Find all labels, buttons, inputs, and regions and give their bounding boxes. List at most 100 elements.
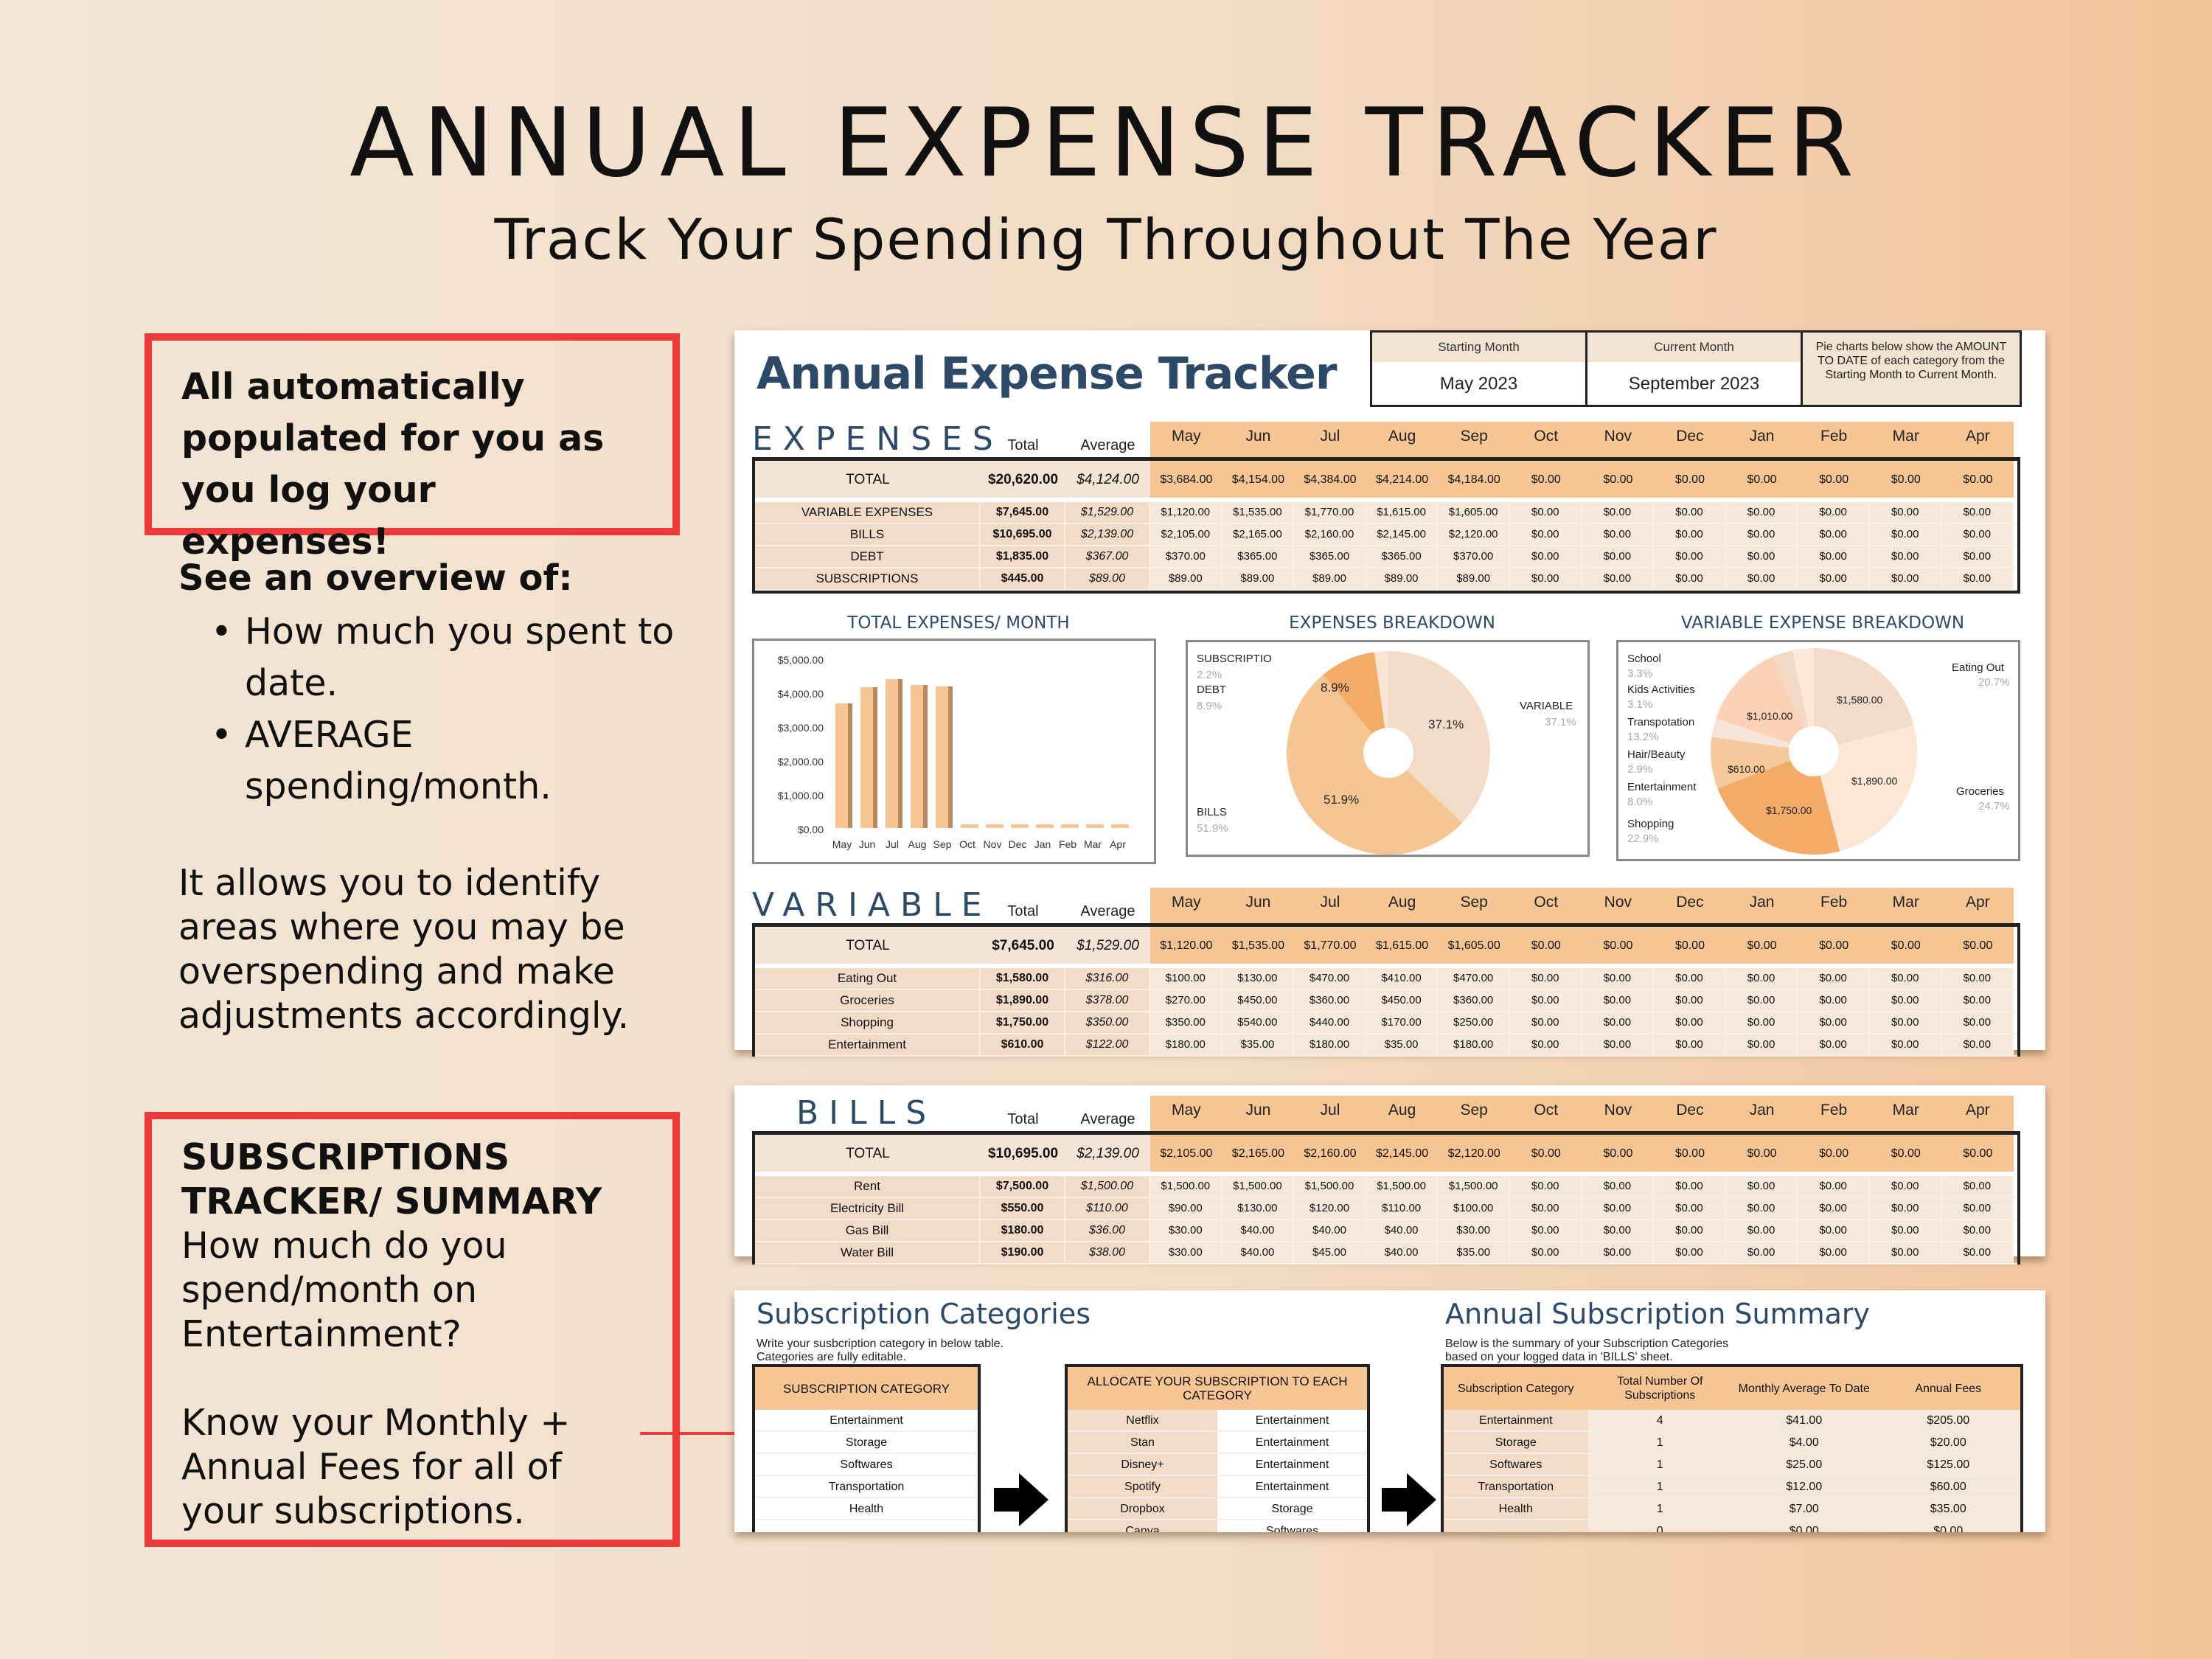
cell[interactable]: $470.00 xyxy=(1438,968,1510,989)
cell[interactable]: $0.00 xyxy=(1509,990,1582,1011)
cell[interactable]: $0.00 xyxy=(1509,524,1582,545)
cell[interactable]: $0.00 xyxy=(1725,1012,1798,1033)
cell[interactable]: $270.00 xyxy=(1150,990,1222,1011)
category-row[interactable]: Transportation xyxy=(755,1476,978,1498)
cell[interactable]: $0.00 xyxy=(1509,1220,1582,1241)
subscription-category[interactable]: Entertainment xyxy=(1255,1414,1329,1427)
cell[interactable]: $30.00 xyxy=(1150,1220,1222,1241)
cell[interactable]: $2,165.00 xyxy=(1222,524,1295,545)
cell[interactable]: $0.00 xyxy=(1654,927,1726,964)
cell[interactable]: $0.00 xyxy=(1869,524,1942,545)
cell[interactable]: $0.00 xyxy=(1869,1034,1942,1055)
cell[interactable]: $0.00 xyxy=(1509,546,1582,567)
cell[interactable]: $0.00 xyxy=(1509,927,1582,964)
cell[interactable]: $450.00 xyxy=(1366,990,1439,1011)
cell[interactable]: $180.00 xyxy=(1438,1034,1510,1055)
cell[interactable]: $2,120.00 xyxy=(1438,524,1510,545)
cell[interactable]: $0.00 xyxy=(1582,968,1655,989)
cell[interactable]: $40.00 xyxy=(1222,1242,1295,1263)
cell[interactable]: $0.00 xyxy=(1582,524,1655,545)
cell[interactable]: $1,500.00 xyxy=(1222,1176,1295,1197)
cell[interactable]: $0.00 xyxy=(1509,1198,1582,1219)
cell[interactable]: $1,500.00 xyxy=(1294,1176,1366,1197)
cell[interactable]: $0.00 xyxy=(1869,1198,1942,1219)
cell[interactable]: $540.00 xyxy=(1222,1012,1295,1033)
cell[interactable]: $1,120.00 xyxy=(1150,927,1222,964)
cell[interactable]: $1,500.00 xyxy=(1366,1176,1439,1197)
cell[interactable]: $30.00 xyxy=(1438,1220,1510,1241)
cell[interactable]: $40.00 xyxy=(1366,1242,1439,1263)
allocation-row[interactable]: Spotify Entertainment xyxy=(1068,1476,1367,1498)
cell[interactable]: $0.00 xyxy=(1582,990,1655,1011)
cell[interactable]: $170.00 xyxy=(1366,1012,1439,1033)
category-row[interactable]: Entertainment xyxy=(755,1410,978,1432)
cell[interactable]: $35.00 xyxy=(1438,1242,1510,1263)
cell[interactable]: $0.00 xyxy=(1654,1034,1726,1055)
cell[interactable]: $0.00 xyxy=(1941,1176,2014,1197)
subscription-name[interactable]: Netflix xyxy=(1068,1410,1217,1430)
cell[interactable]: $130.00 xyxy=(1222,968,1295,989)
cell[interactable]: $365.00 xyxy=(1294,546,1366,567)
cell[interactable]: $0.00 xyxy=(1869,927,1942,964)
cell[interactable]: $180.00 xyxy=(1150,1034,1222,1055)
subscription-name[interactable]: Canva xyxy=(1068,1520,1217,1532)
cell[interactable]: $0.00 xyxy=(1654,990,1726,1011)
starting-month-cell[interactable]: Starting Month May 2023 xyxy=(1372,333,1587,405)
allocation-row[interactable]: Netflix Entertainment xyxy=(1068,1410,1367,1432)
cell[interactable]: $0.00 xyxy=(1941,524,2014,545)
allocation-row[interactable]: Stan Entertainment xyxy=(1068,1432,1367,1454)
cell[interactable]: $40.00 xyxy=(1222,1220,1295,1241)
cell[interactable]: $0.00 xyxy=(1941,502,2014,523)
cell[interactable]: $100.00 xyxy=(1438,1198,1510,1219)
subscription-category[interactable]: Entertainment xyxy=(1255,1436,1329,1449)
cell[interactable]: $1,120.00 xyxy=(1150,502,1222,523)
cell[interactable]: $0.00 xyxy=(1725,524,1798,545)
cell[interactable]: $89.00 xyxy=(1222,568,1295,589)
cell[interactable]: $0.00 xyxy=(1941,1135,2014,1172)
cell[interactable]: $0.00 xyxy=(1869,1135,1942,1172)
cell[interactable]: $0.00 xyxy=(1654,1176,1726,1197)
cell[interactable]: $1,770.00 xyxy=(1294,927,1366,964)
cell[interactable]: $0.00 xyxy=(1798,1220,1870,1241)
subscription-category[interactable]: Softwares xyxy=(1265,1525,1319,1532)
cell[interactable]: $40.00 xyxy=(1366,1220,1439,1241)
cell[interactable]: $0.00 xyxy=(1509,1242,1582,1263)
cell[interactable]: $0.00 xyxy=(1798,990,1870,1011)
cell[interactable]: $1,535.00 xyxy=(1222,502,1295,523)
cell[interactable]: $0.00 xyxy=(1582,1176,1655,1197)
cell[interactable]: $0.00 xyxy=(1725,927,1798,964)
cell[interactable]: $1,605.00 xyxy=(1438,927,1510,964)
cell[interactable]: $450.00 xyxy=(1222,990,1295,1011)
cell[interactable]: $2,160.00 xyxy=(1294,1135,1366,1172)
cell[interactable]: $0.00 xyxy=(1654,1242,1726,1263)
cell[interactable]: $0.00 xyxy=(1654,1220,1726,1241)
cell[interactable]: $110.00 xyxy=(1366,1198,1439,1219)
cell[interactable]: $440.00 xyxy=(1294,1012,1366,1033)
cell[interactable]: $0.00 xyxy=(1725,1220,1798,1241)
cell[interactable]: $0.00 xyxy=(1582,1220,1655,1241)
subscription-name[interactable]: Dropbox xyxy=(1068,1498,1217,1519)
cell[interactable]: $0.00 xyxy=(1654,502,1726,523)
cell[interactable]: $0.00 xyxy=(1509,568,1582,589)
cell[interactable]: $0.00 xyxy=(1654,1198,1726,1219)
cell[interactable]: $0.00 xyxy=(1798,1034,1870,1055)
cell[interactable]: $0.00 xyxy=(1941,1034,2014,1055)
cell[interactable]: $0.00 xyxy=(1869,546,1942,567)
cell[interactable]: $0.00 xyxy=(1941,546,2014,567)
cell[interactable]: $120.00 xyxy=(1294,1198,1366,1219)
cell[interactable]: $89.00 xyxy=(1150,568,1222,589)
cell[interactable]: $0.00 xyxy=(1725,502,1798,523)
cell[interactable]: $0.00 xyxy=(1941,927,2014,964)
cell[interactable]: $0.00 xyxy=(1725,1198,1798,1219)
cell[interactable]: $89.00 xyxy=(1366,568,1439,589)
cell[interactable]: $470.00 xyxy=(1294,968,1366,989)
cell[interactable]: $1,535.00 xyxy=(1222,927,1295,964)
cell[interactable]: $35.00 xyxy=(1366,1034,1439,1055)
cell[interactable]: $350.00 xyxy=(1150,1012,1222,1033)
cell[interactable]: $0.00 xyxy=(1798,1012,1870,1033)
cell[interactable]: $0.00 xyxy=(1582,1135,1655,1172)
cell[interactable]: $0.00 xyxy=(1725,968,1798,989)
cell[interactable]: $100.00 xyxy=(1150,968,1222,989)
cell[interactable]: $0.00 xyxy=(1509,1176,1582,1197)
category-row[interactable]: Health xyxy=(755,1498,978,1520)
